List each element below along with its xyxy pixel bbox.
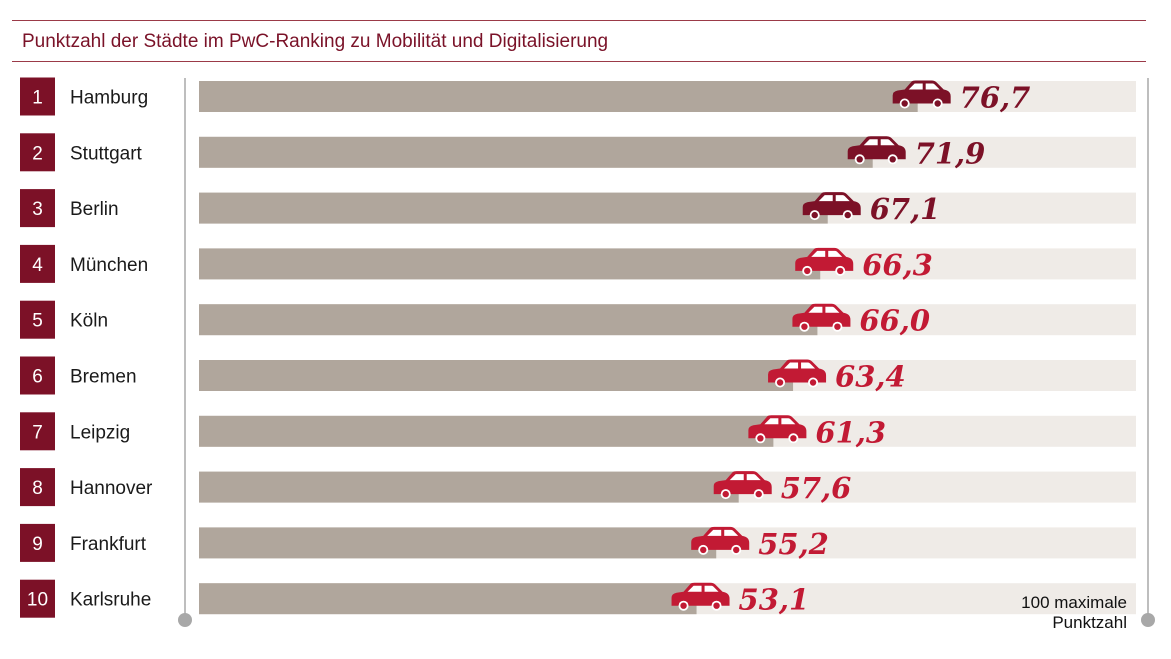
bar	[199, 360, 794, 391]
city-label: Köln	[70, 311, 108, 332]
city-label: Leipzig	[70, 422, 130, 443]
bar-row: 9 Frankfurt 55,2	[20, 523, 1136, 562]
value-label: 57,6	[781, 471, 852, 505]
rank-number: 1	[32, 88, 43, 109]
axis-end-dot-left	[178, 613, 192, 627]
bar-row: 1 Hamburg 76,7	[20, 77, 1136, 116]
value-label: 67,1	[870, 192, 941, 226]
bar	[199, 81, 918, 112]
rank-number: 2	[32, 143, 43, 164]
value-label: 53,1	[739, 583, 810, 617]
value-label: 71,9	[915, 136, 986, 170]
city-label: Karlsruhe	[70, 590, 151, 611]
bar	[199, 471, 739, 503]
rank-number: 7	[32, 422, 43, 443]
city-label: Stuttgart	[70, 143, 143, 164]
bar-row: 2 Stuttgart 71,9	[20, 133, 1136, 172]
bar-row: 4 München 66,3	[20, 244, 1136, 283]
city-label: Bremen	[70, 367, 137, 388]
bar	[199, 304, 818, 336]
value-label: 76,7	[960, 81, 1031, 115]
rank-badge	[20, 412, 55, 451]
rank-number: 4	[32, 255, 43, 276]
bar-row: 10 Karlsruhe 53,1	[20, 579, 1136, 618]
rank-number: 8	[32, 478, 43, 499]
rank-badge	[20, 244, 55, 283]
bar	[199, 248, 821, 280]
rank-number: 3	[32, 199, 43, 220]
city-label: Berlin	[70, 199, 119, 220]
rank-badge	[20, 189, 55, 228]
rank-badge	[20, 579, 55, 618]
rank-badge	[20, 133, 55, 172]
city-label: Frankfurt	[70, 534, 147, 555]
rank-number: 10	[27, 590, 48, 611]
max-note-line-1: 100 maximale	[1021, 593, 1127, 612]
city-label: Hannover	[70, 478, 153, 499]
value-label: 55,2	[758, 527, 829, 561]
bar-row: 8 Hannover 57,6	[20, 468, 1136, 507]
rank-badge	[20, 523, 55, 562]
rank-number: 5	[32, 311, 43, 332]
value-label: 63,4	[835, 360, 906, 394]
bar	[199, 192, 828, 224]
bar	[199, 527, 717, 559]
bar	[199, 415, 774, 447]
axis-end-dot-right	[1141, 613, 1155, 627]
rank-badge	[20, 356, 55, 395]
rank-number: 6	[32, 367, 43, 388]
max-note-line-2: Punktzahl	[1052, 613, 1127, 632]
bar-row: 6 Bremen 63,4	[20, 356, 1136, 395]
value-label: 61,3	[815, 415, 886, 449]
rank-badge	[20, 77, 55, 116]
value-label: 66,0	[859, 304, 930, 338]
rank-badge	[20, 468, 55, 507]
rank-number: 9	[32, 534, 43, 555]
top-rule	[12, 20, 1146, 21]
bar-row: 7 Leipzig 61,3	[20, 412, 1136, 451]
rank-badge	[20, 300, 55, 339]
value-label: 66,3	[862, 248, 933, 282]
city-label: München	[70, 255, 148, 276]
bar-row: 5 Köln 66,0	[20, 300, 1136, 339]
bar	[199, 136, 873, 168]
bar	[199, 583, 697, 615]
city-label: Hamburg	[70, 88, 148, 109]
chart-title: Punktzahl der Städte im PwC-Ranking zu M…	[22, 31, 609, 52]
title-rule	[12, 61, 1146, 62]
bar-row: 3 Berlin 67,1	[20, 189, 1136, 228]
